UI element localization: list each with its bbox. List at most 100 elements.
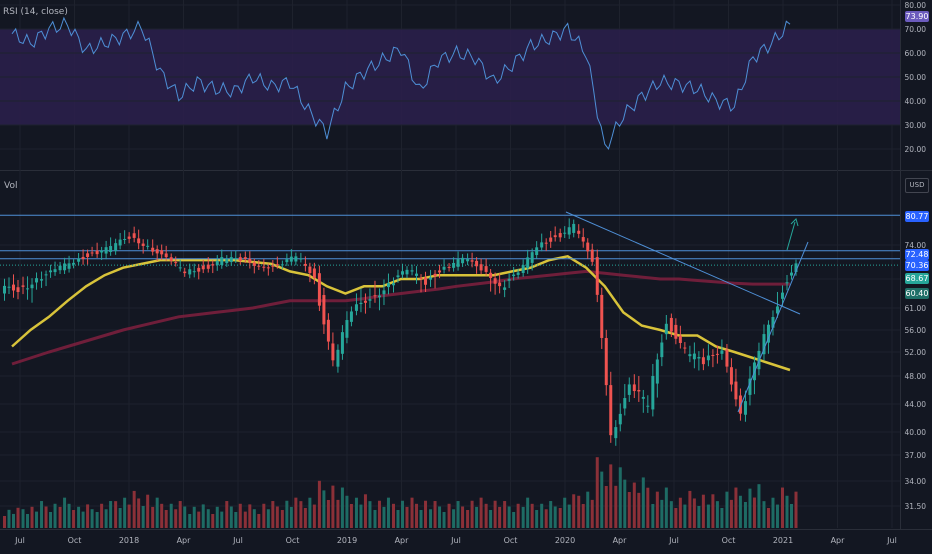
ma-value-badge: 60.40 xyxy=(905,288,929,299)
volume-bar xyxy=(664,487,668,528)
candle-body xyxy=(104,247,108,254)
volume-bar xyxy=(516,503,520,528)
candle-body xyxy=(743,401,747,415)
currency-label[interactable]: USD xyxy=(905,178,929,193)
candle-body xyxy=(683,347,687,349)
volume-bar xyxy=(220,511,224,528)
candle-body xyxy=(349,311,353,322)
volume-bar xyxy=(456,501,460,528)
volume-bar xyxy=(646,487,650,528)
rsi-line xyxy=(11,16,791,150)
volume-bar xyxy=(7,509,11,528)
projection-arrow xyxy=(786,221,796,251)
price-y-tick-label: 61.00 xyxy=(905,304,927,313)
volume-bar xyxy=(174,509,178,528)
candle-body xyxy=(368,299,372,301)
candle-body xyxy=(535,247,539,256)
volume-bar xyxy=(697,506,701,528)
volume-bar xyxy=(512,512,516,528)
candle-body xyxy=(192,271,196,273)
candle-body xyxy=(452,262,456,268)
candle-body xyxy=(127,236,131,239)
candle-body xyxy=(794,263,798,273)
candle-body xyxy=(100,250,104,253)
volume-bar xyxy=(452,509,456,528)
volume-bar xyxy=(590,499,594,528)
candle-body xyxy=(664,323,668,335)
volume-bar xyxy=(526,497,530,528)
volume-bar xyxy=(720,508,724,528)
candle-body xyxy=(63,263,67,271)
volume-bar xyxy=(178,501,182,528)
candle-body xyxy=(748,378,752,395)
candle-body xyxy=(386,283,390,288)
candle-body xyxy=(53,269,57,273)
volume-bar xyxy=(252,509,256,528)
candle-body xyxy=(275,264,279,266)
level-badge-2: 72.48 xyxy=(905,249,929,260)
candle-body xyxy=(77,258,81,262)
volume-bar xyxy=(127,504,131,528)
candle-body xyxy=(762,334,766,355)
candle-body xyxy=(651,375,655,410)
candle-body xyxy=(294,256,298,262)
candle-body xyxy=(711,354,715,356)
candle-body xyxy=(410,270,414,272)
volume-bar xyxy=(35,511,39,528)
volume-bar xyxy=(535,510,539,528)
candle-body xyxy=(521,265,525,274)
candle-body xyxy=(285,259,289,263)
candle-body xyxy=(132,233,136,238)
candle-body xyxy=(530,252,534,263)
volume-bar xyxy=(271,501,275,528)
volume-bar xyxy=(248,504,252,528)
x-tick-label: Jul xyxy=(14,536,25,545)
volume-bar xyxy=(155,497,159,528)
candle-body xyxy=(16,287,20,292)
candle-body xyxy=(336,349,340,367)
volume-bar xyxy=(493,500,497,528)
candle-body xyxy=(563,232,567,234)
volume-bar xyxy=(363,494,367,528)
candle-body xyxy=(197,267,201,272)
volume-bar xyxy=(743,502,747,528)
volume-bar xyxy=(238,503,242,528)
volume-bar xyxy=(683,504,687,528)
candle-body xyxy=(447,266,451,268)
volume-bar xyxy=(781,487,784,528)
rsi-y-tick-label: 20.00 xyxy=(905,145,927,154)
volume-bar xyxy=(201,504,205,528)
candle-body xyxy=(655,359,659,384)
candle-body xyxy=(526,257,530,269)
candle-body xyxy=(558,233,562,238)
price-y-tick-label: 56.00 xyxy=(905,326,927,335)
volume-bar xyxy=(359,504,363,528)
volume-bar xyxy=(104,509,108,528)
volume-bar xyxy=(229,506,233,528)
candle-body xyxy=(289,256,293,262)
candle-body xyxy=(632,384,636,392)
candle-body xyxy=(67,263,71,269)
volume-bar xyxy=(419,510,423,528)
volume-bar xyxy=(109,501,113,528)
volume-bar xyxy=(748,488,752,528)
candle-body xyxy=(461,257,465,264)
volume-bar xyxy=(521,506,525,528)
volume-bar xyxy=(123,497,127,528)
ma200-line xyxy=(11,269,790,366)
candle-body xyxy=(466,259,470,262)
volume-bar xyxy=(169,503,173,528)
candle-body xyxy=(489,272,493,278)
candle-body xyxy=(160,250,164,255)
volume-bar xyxy=(507,506,511,528)
volume-bar xyxy=(637,492,641,528)
projection-arrow-head xyxy=(790,218,799,227)
volume-bar xyxy=(188,514,192,528)
volume-bar xyxy=(354,497,358,528)
volume-bar xyxy=(299,501,303,528)
volume-bar xyxy=(401,500,404,528)
volume-bar xyxy=(53,503,57,528)
candle-body xyxy=(183,271,187,274)
